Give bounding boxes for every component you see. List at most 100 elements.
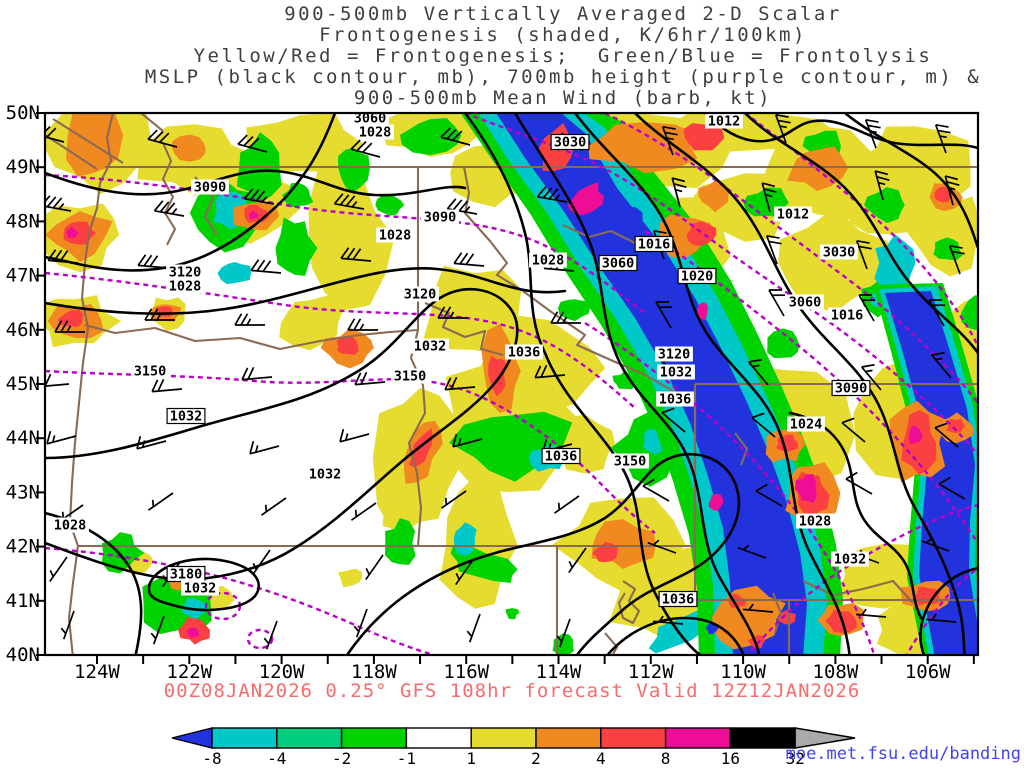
- wind-barb-icon: [661, 125, 678, 156]
- wind-barb-icon: [54, 320, 85, 333]
- contour-label: 3090: [424, 210, 457, 226]
- contour-label-box: [550, 133, 590, 151]
- wind-barb-icon: [60, 610, 75, 640]
- wind-barb-icon: [647, 539, 677, 554]
- wind-barb-icon: [874, 170, 890, 201]
- wind-barb-icon: [151, 378, 183, 393]
- wind-barb-icon: [751, 412, 776, 438]
- contour-label: 3120: [169, 265, 202, 281]
- shaded-region: [187, 627, 199, 638]
- contour-label-box: [541, 447, 581, 465]
- shaded-region: [864, 187, 905, 224]
- geo-border: [67, 113, 115, 655]
- shaded-region: [961, 295, 978, 330]
- wind-barb-icon: [948, 244, 965, 275]
- geo-border: [617, 580, 641, 625]
- colorbar-tick-label: 8: [661, 749, 671, 768]
- mslp-contour: [843, 113, 978, 250]
- wind-barb-icon: [252, 549, 271, 576]
- shaded-region: [450, 545, 518, 583]
- wind-barb-icon: [556, 618, 571, 648]
- mslp-contour: [45, 287, 519, 581]
- colorbar-tick-label: 32: [786, 749, 805, 768]
- wind-barb-icon: [147, 129, 178, 148]
- mslp-contour: [743, 113, 978, 355]
- wind-barb-icon: [931, 351, 952, 379]
- contour-label-box: [786, 294, 824, 310]
- wind-barb-icon: [137, 254, 169, 269]
- shaded-region: [794, 474, 817, 504]
- mslp-contour: [919, 566, 978, 655]
- lat-label: 48N: [6, 210, 40, 232]
- lat-label: 49N: [6, 156, 40, 178]
- contour-label: 3120: [404, 287, 437, 303]
- wind-barb-icon: [249, 440, 280, 455]
- contour-label-box: [787, 416, 825, 432]
- shaded-region: [101, 532, 145, 574]
- wind-barb-icon: [353, 608, 368, 638]
- wind-barb-icon: [453, 252, 485, 267]
- contour-label-box: [376, 227, 414, 243]
- contour-label: 1028: [799, 514, 832, 530]
- colorbar-segment: [535, 727, 602, 749]
- height-contour: [584, 321, 876, 655]
- title-block: 900-500mb Vertically Averaged 2-D Scalar…: [103, 4, 1023, 109]
- wind-barb-icon: [841, 417, 866, 443]
- contour-label-box: [656, 391, 694, 407]
- lat-label: 43N: [6, 481, 40, 503]
- lat-label: 46N: [6, 319, 40, 341]
- lat-label: 41N: [6, 590, 40, 612]
- colorbar-segment: [664, 727, 732, 749]
- contour-label-box: [421, 209, 459, 225]
- geo-border: [140, 113, 164, 132]
- shaded-region: [66, 227, 80, 239]
- contour-label-box: [166, 407, 206, 425]
- colorbar-tick-label: -4: [267, 749, 286, 768]
- shaded-region: [282, 182, 314, 208]
- height-contour: [45, 173, 646, 314]
- wind-barb-icon: [452, 433, 483, 448]
- contour-label-box: [51, 517, 89, 533]
- wind-barb-icon: [861, 363, 882, 391]
- wind-barb-icon: [920, 537, 950, 552]
- contour-label: 1016: [638, 237, 671, 253]
- contour-label: 1024: [790, 417, 823, 433]
- contour-label: 3090: [194, 180, 227, 196]
- shaded-region: [217, 262, 251, 285]
- contour-label-box: [131, 363, 169, 379]
- site-link[interactable]: moe.met.fsu.edu/banding: [785, 744, 1021, 764]
- frontolysis-band: [496, 113, 807, 655]
- wind-barb-icon: [536, 186, 568, 203]
- contour-label: 3180: [170, 567, 203, 583]
- shaded-region: [400, 118, 462, 156]
- wind-barb-icon: [237, 134, 268, 153]
- wind-barb-icon: [926, 613, 957, 623]
- wind-barb-icon: [241, 366, 273, 381]
- wind-barb-icon: [46, 430, 77, 445]
- wind-barb-icon: [774, 113, 791, 144]
- contour-label-box: [831, 551, 869, 567]
- contour-label: 1036: [662, 592, 695, 608]
- lat-label: 44N: [6, 427, 40, 449]
- colorbar-segment: [470, 727, 537, 749]
- wind-barb-icon: [466, 613, 481, 643]
- mslp-contour: [463, 113, 703, 655]
- contour-label-box: [820, 244, 858, 260]
- geo-border: [772, 592, 783, 634]
- geo-border: [734, 432, 749, 466]
- geo-border: [84, 323, 419, 351]
- title-line-1: 900-500mb Vertically Averaged 2-D Scalar: [284, 3, 842, 25]
- shaded-region: [453, 522, 477, 556]
- contour-label-box: [351, 113, 389, 126]
- shaded-region: [338, 568, 363, 588]
- shaded-region: [598, 206, 643, 242]
- shaded-region: [778, 207, 901, 313]
- wind-barb-icon: [934, 422, 959, 448]
- wind-barb-icon: [243, 188, 275, 205]
- shaded-region: [979, 129, 1023, 220]
- geo-border: [45, 134, 98, 170]
- wind-barb-icon: [671, 177, 687, 208]
- lon-label: 116W: [443, 661, 489, 683]
